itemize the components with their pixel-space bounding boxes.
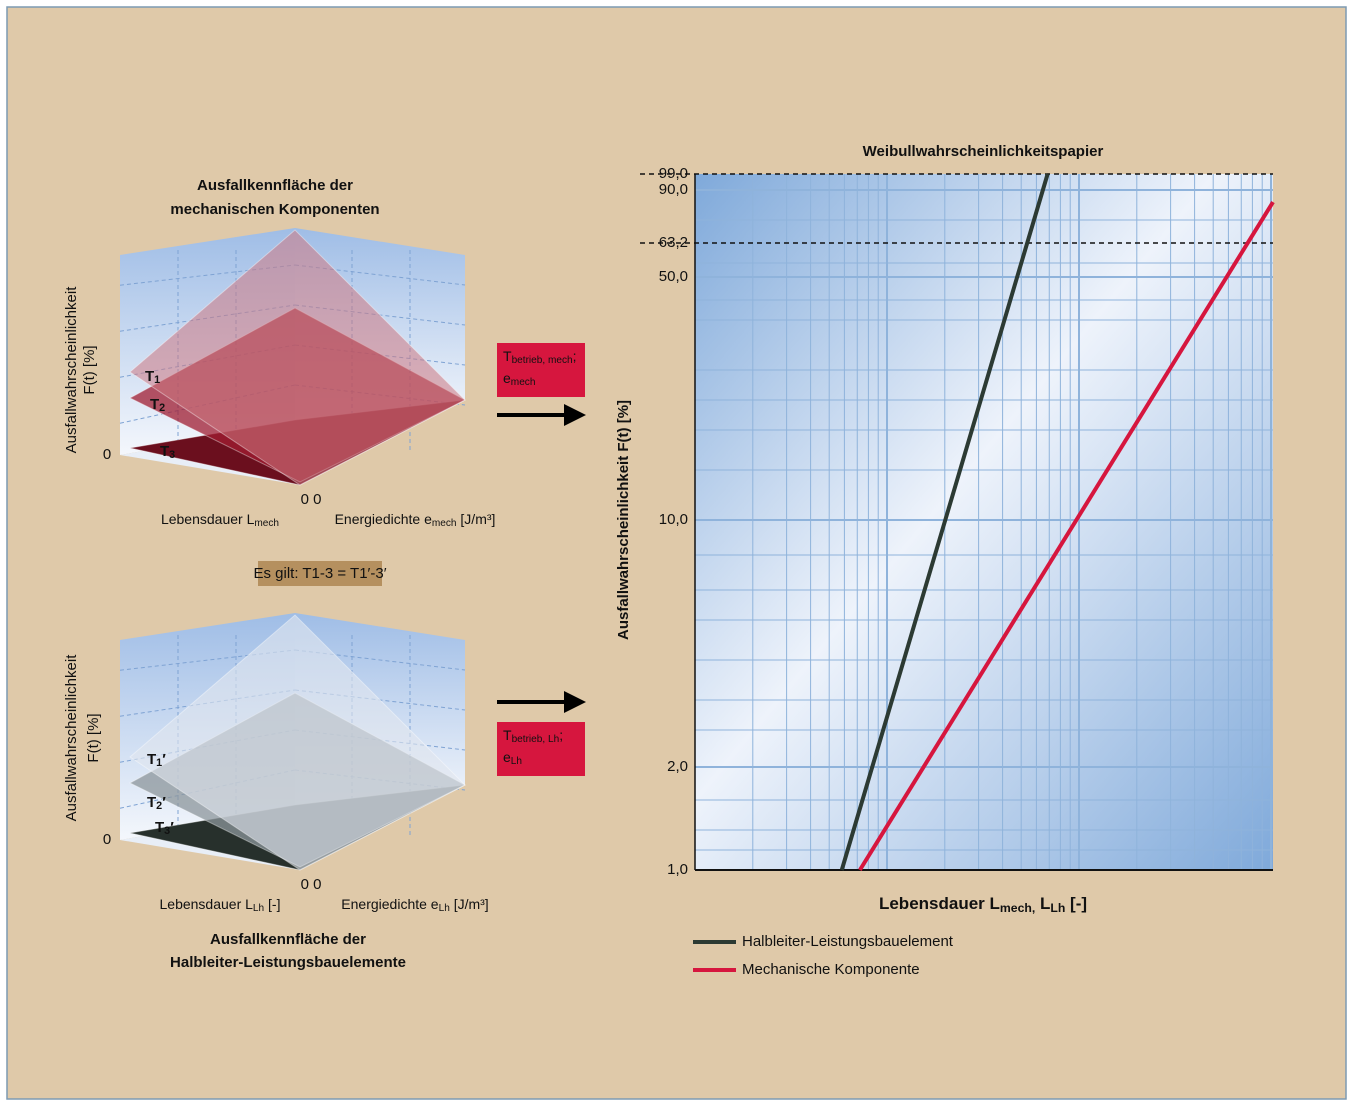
subscript: 2 <box>159 402 165 414</box>
text-part: L <box>1035 894 1050 913</box>
y-tick-label: 10,0 <box>659 511 688 528</box>
wall-grid <box>119 264 296 286</box>
parameter-text: Tbetrieb, mech; <box>503 348 577 366</box>
text-part: T <box>160 443 169 460</box>
surface-label: T2 <box>150 396 165 414</box>
origin-label: 0 0 <box>301 491 322 508</box>
text-part: Energiedichte e <box>335 511 433 527</box>
x-axis-label: Lebensdauer Lmech, LLh [-] <box>879 894 1087 914</box>
subscript: mech <box>511 377 536 388</box>
subscript: Lh <box>511 756 522 767</box>
text-part: T <box>155 819 164 836</box>
surface-label: T2′ <box>147 794 166 812</box>
text-part: T <box>503 727 512 743</box>
diagram-y-label: Ausfallwahrscheinlichkeit <box>63 654 80 822</box>
diagram-y-label: F(t) [%] <box>85 713 102 762</box>
legend-label: Halbleiter-Leistungsbauelement <box>742 933 954 950</box>
text-part: Lebensdauer L <box>160 896 254 912</box>
text-part: ; <box>573 348 577 364</box>
text-part: T <box>147 751 156 768</box>
subscript: 1 <box>154 374 160 386</box>
parameter-text: eLh <box>503 749 522 767</box>
legend-label: Mechanische Komponente <box>742 961 920 978</box>
subscript: mech <box>254 518 279 529</box>
text-part: e <box>503 749 511 765</box>
text-part: ′ <box>170 819 174 836</box>
text-part: T <box>147 794 156 811</box>
text-part: T <box>503 348 512 364</box>
plot-area <box>695 174 1273 870</box>
subscript: mech, <box>1000 901 1035 915</box>
origin-label: 0 0 <box>301 876 322 893</box>
text-part: [-] <box>1065 894 1087 913</box>
text-part: [J/m³] <box>457 511 496 527</box>
subscript: 3 <box>169 449 175 461</box>
note-box <box>258 561 382 586</box>
diagram-title: Ausfallkennfläche der <box>210 931 366 948</box>
subscript: betrieb, Lh <box>512 734 560 745</box>
diagram-title: mechanischen Komponenten <box>170 201 379 218</box>
diagram-z-label: Energiedichte emech [J/m³] <box>335 511 496 529</box>
parameter-text: emech <box>503 370 535 388</box>
note: Es gilt: T1-3 = T1′-3′ <box>253 565 386 582</box>
text-part: e <box>503 370 511 386</box>
diagram-y-label: Ausfallwahrscheinlichkeit <box>63 286 80 454</box>
subscript: betrieb, mech <box>512 355 573 366</box>
zero-label: 0 <box>103 831 111 848</box>
diagram-y-label: F(t) [%] <box>81 345 98 394</box>
series-line <box>858 201 1275 872</box>
series-line <box>839 173 1050 871</box>
y-tick-label: 50,0 <box>659 268 688 285</box>
y-tick-label: 2,0 <box>667 758 688 775</box>
diagram-title: Ausfallkennfläche der <box>197 177 353 194</box>
diagram-x-label: Lebensdauer Lmech <box>161 511 279 529</box>
wall-grid <box>119 649 296 671</box>
diagram-z-label: Energiedichte eLh [J/m³] <box>341 896 488 914</box>
subscript: Lh <box>1050 901 1065 915</box>
diagram-title: Halbleiter-Leistungsbauelemente <box>170 954 406 971</box>
surface-label: T3 <box>160 443 175 461</box>
y-tick-label: 99,0 <box>659 165 688 182</box>
subscript: 1 <box>156 757 162 769</box>
text-part: ′ <box>162 794 166 811</box>
subscript: mech <box>432 518 457 529</box>
text-part: ′ <box>162 751 166 768</box>
chart-title: Weibullwahrscheinlichkeitspapier <box>863 143 1104 160</box>
surface <box>129 614 466 871</box>
text-part: Lebensdauer L <box>161 511 255 527</box>
arrow-head <box>564 691 586 713</box>
surface-label: T1′ <box>147 751 166 769</box>
surface-label: T1 <box>145 368 160 386</box>
text-part: ; <box>559 727 563 743</box>
parameter-box <box>497 722 585 776</box>
parameter-text: Tbetrieb, Lh; <box>503 727 563 745</box>
y-tick-label: 63,2 <box>659 234 688 251</box>
text-part: T <box>145 368 154 385</box>
text-part: [J/m³] <box>450 896 489 912</box>
arrow-head <box>564 404 586 426</box>
text-part: [-] <box>264 896 280 912</box>
subscript: 2 <box>156 800 162 812</box>
parameter-box <box>497 343 585 397</box>
diagram-x-label: Lebensdauer LLh [-] <box>160 896 281 914</box>
zero-label: 0 <box>103 446 111 463</box>
subscript: Lh <box>439 903 450 914</box>
text-part: Energiedichte e <box>341 896 439 912</box>
y-tick-label: 90,0 <box>659 181 688 198</box>
subscript: 3 <box>164 825 170 837</box>
surface-label: T3′ <box>155 819 174 837</box>
text-part: Lebensdauer L <box>879 894 1000 913</box>
y-tick-label: 1,0 <box>667 861 688 878</box>
y-axis-label: Ausfallwahrscheinlichkeit F(t) [%] <box>615 400 632 640</box>
surface <box>129 229 466 486</box>
text-part: T <box>150 396 159 413</box>
subscript: Lh <box>253 903 264 914</box>
